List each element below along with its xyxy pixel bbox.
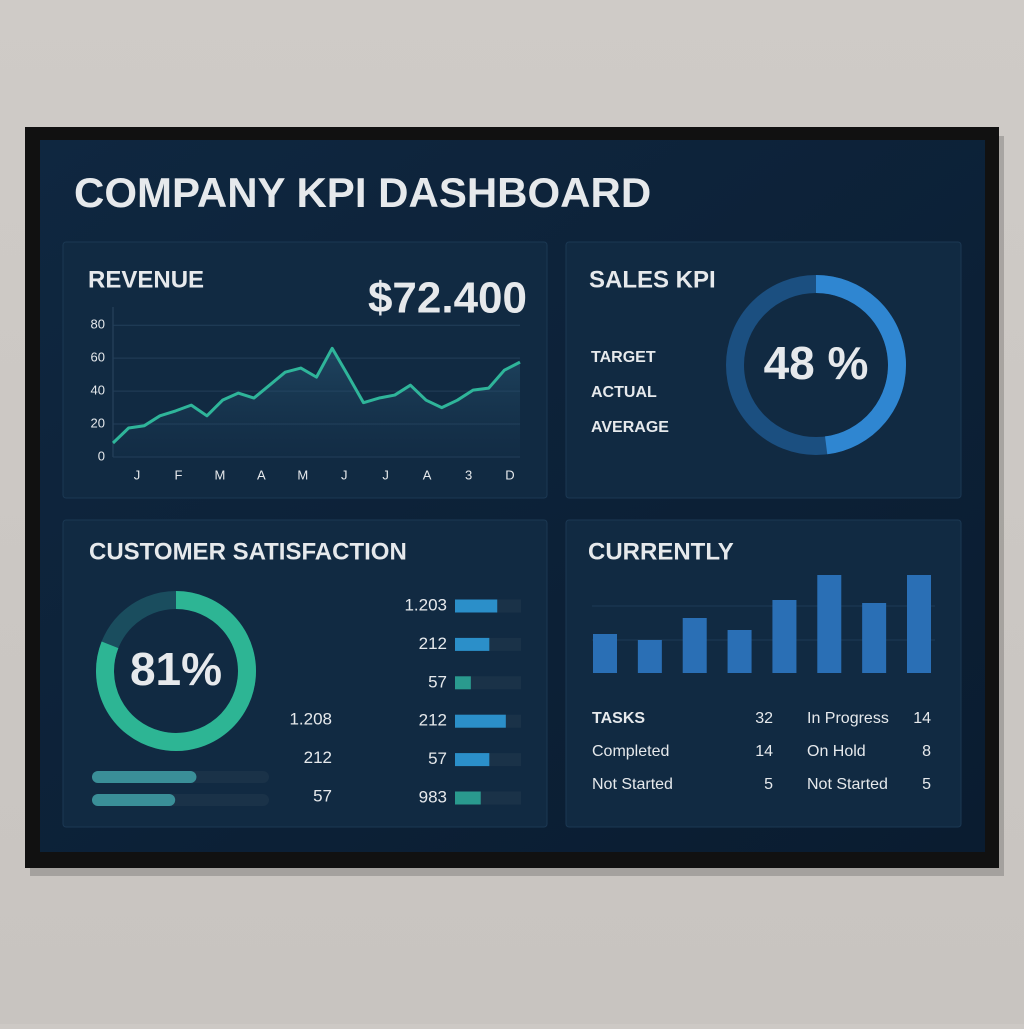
y-tick-label: 40: [91, 383, 105, 398]
bar: [455, 753, 490, 767]
x-tick-label: F: [174, 467, 182, 482]
table-cell: 14: [913, 710, 931, 727]
kpi-label: TARGET: [591, 349, 656, 366]
table-cell: On Hold: [807, 743, 866, 760]
panel-title: SALES KPI: [589, 266, 716, 293]
table-cell: 14: [755, 743, 773, 760]
x-tick-label: D: [505, 467, 514, 482]
x-tick-label: M: [214, 467, 225, 482]
y-tick-label: 60: [91, 350, 105, 365]
bar-track: [455, 676, 521, 690]
line: [111, 346, 521, 445]
donut-arc: [815, 275, 906, 455]
bar: [455, 637, 490, 651]
bar: [455, 791, 481, 805]
x-tick-label: A: [423, 467, 432, 482]
list-value: 1.208: [289, 709, 332, 728]
table-cell: 8: [922, 743, 931, 760]
x-tick-label: M: [297, 467, 308, 482]
dashboard-title: COMPANY KPI DASHBOARD: [74, 169, 651, 216]
table-cell: TASKS: [592, 710, 645, 727]
table-cell: 5: [922, 776, 931, 793]
list-value: 212: [419, 634, 447, 653]
panel-title: REVENUE: [88, 266, 204, 293]
donut-label: 81%: [130, 643, 222, 695]
x-tick-label: 3: [465, 467, 472, 482]
area: [113, 348, 520, 457]
bar: [907, 575, 931, 673]
x-tick-label: J: [382, 467, 389, 482]
currently-panel: [565, 519, 962, 828]
panel-title: CUSTOMER SATISFACTION: [89, 538, 407, 565]
bar: [92, 794, 176, 806]
table-cell: Not Started: [807, 776, 888, 793]
bar: [682, 618, 707, 673]
list-value: 1.203: [404, 595, 447, 614]
table-cell: 32: [755, 710, 773, 727]
x-tick-label: J: [341, 467, 348, 482]
bar: [455, 714, 506, 728]
table-cell: In Progress: [807, 710, 889, 727]
panel-title: CURRENTLY: [588, 538, 734, 565]
bar: [455, 599, 498, 613]
donut-label: 48 %: [764, 337, 869, 389]
bar: [593, 634, 617, 673]
x-tick-label: A: [257, 467, 266, 482]
list-value: 983: [419, 787, 447, 806]
bar: [727, 630, 752, 673]
list-value: 57: [428, 749, 447, 768]
list-value: 57: [313, 786, 332, 805]
x-tick-label: J: [134, 467, 141, 482]
kpi-label: ACTUAL: [591, 384, 657, 401]
list-value: 57: [428, 672, 447, 691]
table-cell: Completed: [592, 743, 669, 760]
bar: [817, 575, 842, 673]
revenue-total: $72.400: [368, 274, 527, 323]
bar: [772, 600, 797, 673]
kpi-label: AVERAGE: [591, 419, 669, 436]
table-cell: 5: [764, 776, 773, 793]
list-value: 212: [419, 711, 447, 730]
y-tick-label: 20: [91, 415, 105, 430]
y-tick-label: 80: [91, 317, 105, 332]
list-value: 212: [304, 748, 332, 767]
bar: [455, 676, 471, 690]
bar: [862, 603, 887, 673]
bar: [92, 771, 197, 783]
table-cell: Not Started: [592, 776, 673, 793]
bar: [637, 640, 662, 673]
donut-arc: [96, 591, 256, 751]
y-tick-label: 0: [98, 448, 105, 463]
